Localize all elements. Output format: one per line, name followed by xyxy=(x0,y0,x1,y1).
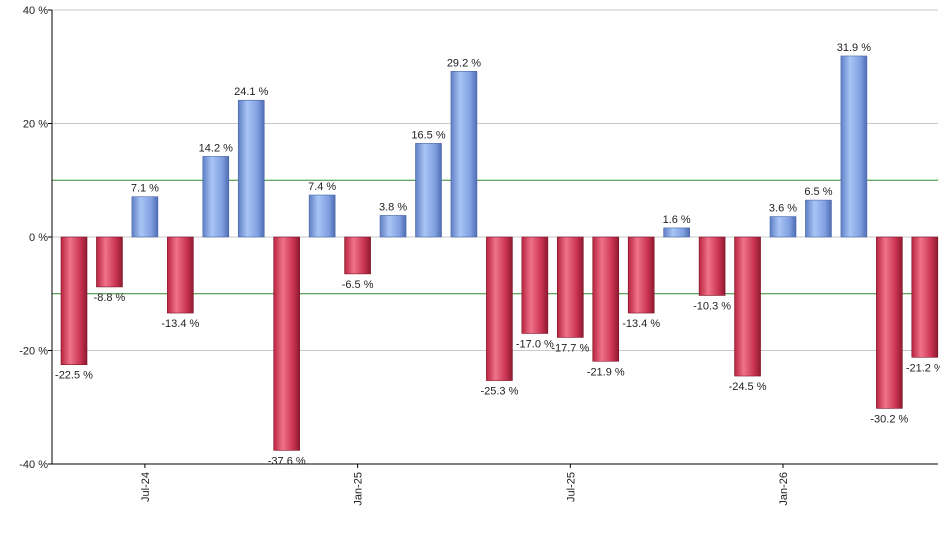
data-label: -22.5 % xyxy=(55,370,93,382)
x-tick-label: Jul-24 xyxy=(140,472,152,502)
bar xyxy=(911,236,939,358)
data-label: -21.9 % xyxy=(587,366,625,378)
bar xyxy=(627,236,655,314)
data-label: -6.5 % xyxy=(342,279,374,291)
data-label: 3.6 % xyxy=(769,203,797,215)
bar xyxy=(273,236,301,451)
data-label: 3.8 % xyxy=(379,201,407,213)
bar xyxy=(805,199,832,238)
data-label: -13.4 % xyxy=(622,318,660,330)
y-tick-label: 0 % xyxy=(29,232,48,244)
data-label: -17.0 % xyxy=(516,338,554,350)
bar xyxy=(308,194,336,238)
data-label: 1.6 % xyxy=(663,214,691,226)
bar xyxy=(769,216,797,238)
data-label: -13.4 % xyxy=(161,318,199,330)
data-label: 31.9 % xyxy=(837,42,871,54)
data-label: -10.3 % xyxy=(693,300,731,312)
bar xyxy=(167,236,194,314)
bar xyxy=(486,236,513,381)
y-tick-label: -40 % xyxy=(19,459,48,471)
bars xyxy=(60,55,939,451)
bar xyxy=(96,236,123,288)
data-label: 7.1 % xyxy=(131,183,159,195)
x-tick-label: Jan-25 xyxy=(353,472,365,506)
bar xyxy=(379,215,407,238)
data-label: -24.5 % xyxy=(729,381,767,393)
data-label: -25.3 % xyxy=(480,386,518,398)
y-tick-label: 20 % xyxy=(23,119,48,131)
y-tick-label: 40 % xyxy=(23,5,48,17)
y-tick-label: -20 % xyxy=(19,346,48,358)
x-axis-ticks: Jul-24 Jan-25 Jul-25 Jan-26 xyxy=(140,464,790,506)
x-tick-label: Jan-26 xyxy=(778,472,790,506)
data-label: 6.5 % xyxy=(804,186,832,198)
bar xyxy=(734,236,761,377)
bar xyxy=(202,156,230,238)
bar xyxy=(698,236,726,296)
y-axis-ticks: 40 % 20 % 0 % -20 % -40 % xyxy=(19,5,52,471)
bar xyxy=(592,236,620,362)
bar xyxy=(521,236,549,334)
data-label: -37.6 % xyxy=(268,455,306,467)
bar xyxy=(840,55,868,238)
bar xyxy=(237,99,265,238)
data-label: -17.7 % xyxy=(551,342,589,354)
data-label: 29.2 % xyxy=(447,57,481,69)
data-labels: -22.5 % -8.8 % 7.1 % -13.4 % 14.2 % 24.1 % -37… xyxy=(55,42,940,467)
data-label: 7.4 % xyxy=(308,181,336,193)
data-label: 24.1 % xyxy=(234,86,268,98)
data-label: -21.2 % xyxy=(906,362,940,374)
data-label: -8.8 % xyxy=(94,292,126,304)
bar xyxy=(344,236,371,275)
data-label: 16.5 % xyxy=(411,129,445,141)
bar xyxy=(556,236,584,338)
data-label: 14.2 % xyxy=(199,142,233,154)
x-tick-label: Jul-25 xyxy=(565,472,577,502)
bar xyxy=(60,236,88,365)
bar xyxy=(876,236,903,409)
bar xyxy=(131,196,159,238)
bar xyxy=(415,143,442,238)
bar xyxy=(663,227,690,238)
data-label: -30.2 % xyxy=(870,413,908,425)
bar xyxy=(450,70,478,238)
